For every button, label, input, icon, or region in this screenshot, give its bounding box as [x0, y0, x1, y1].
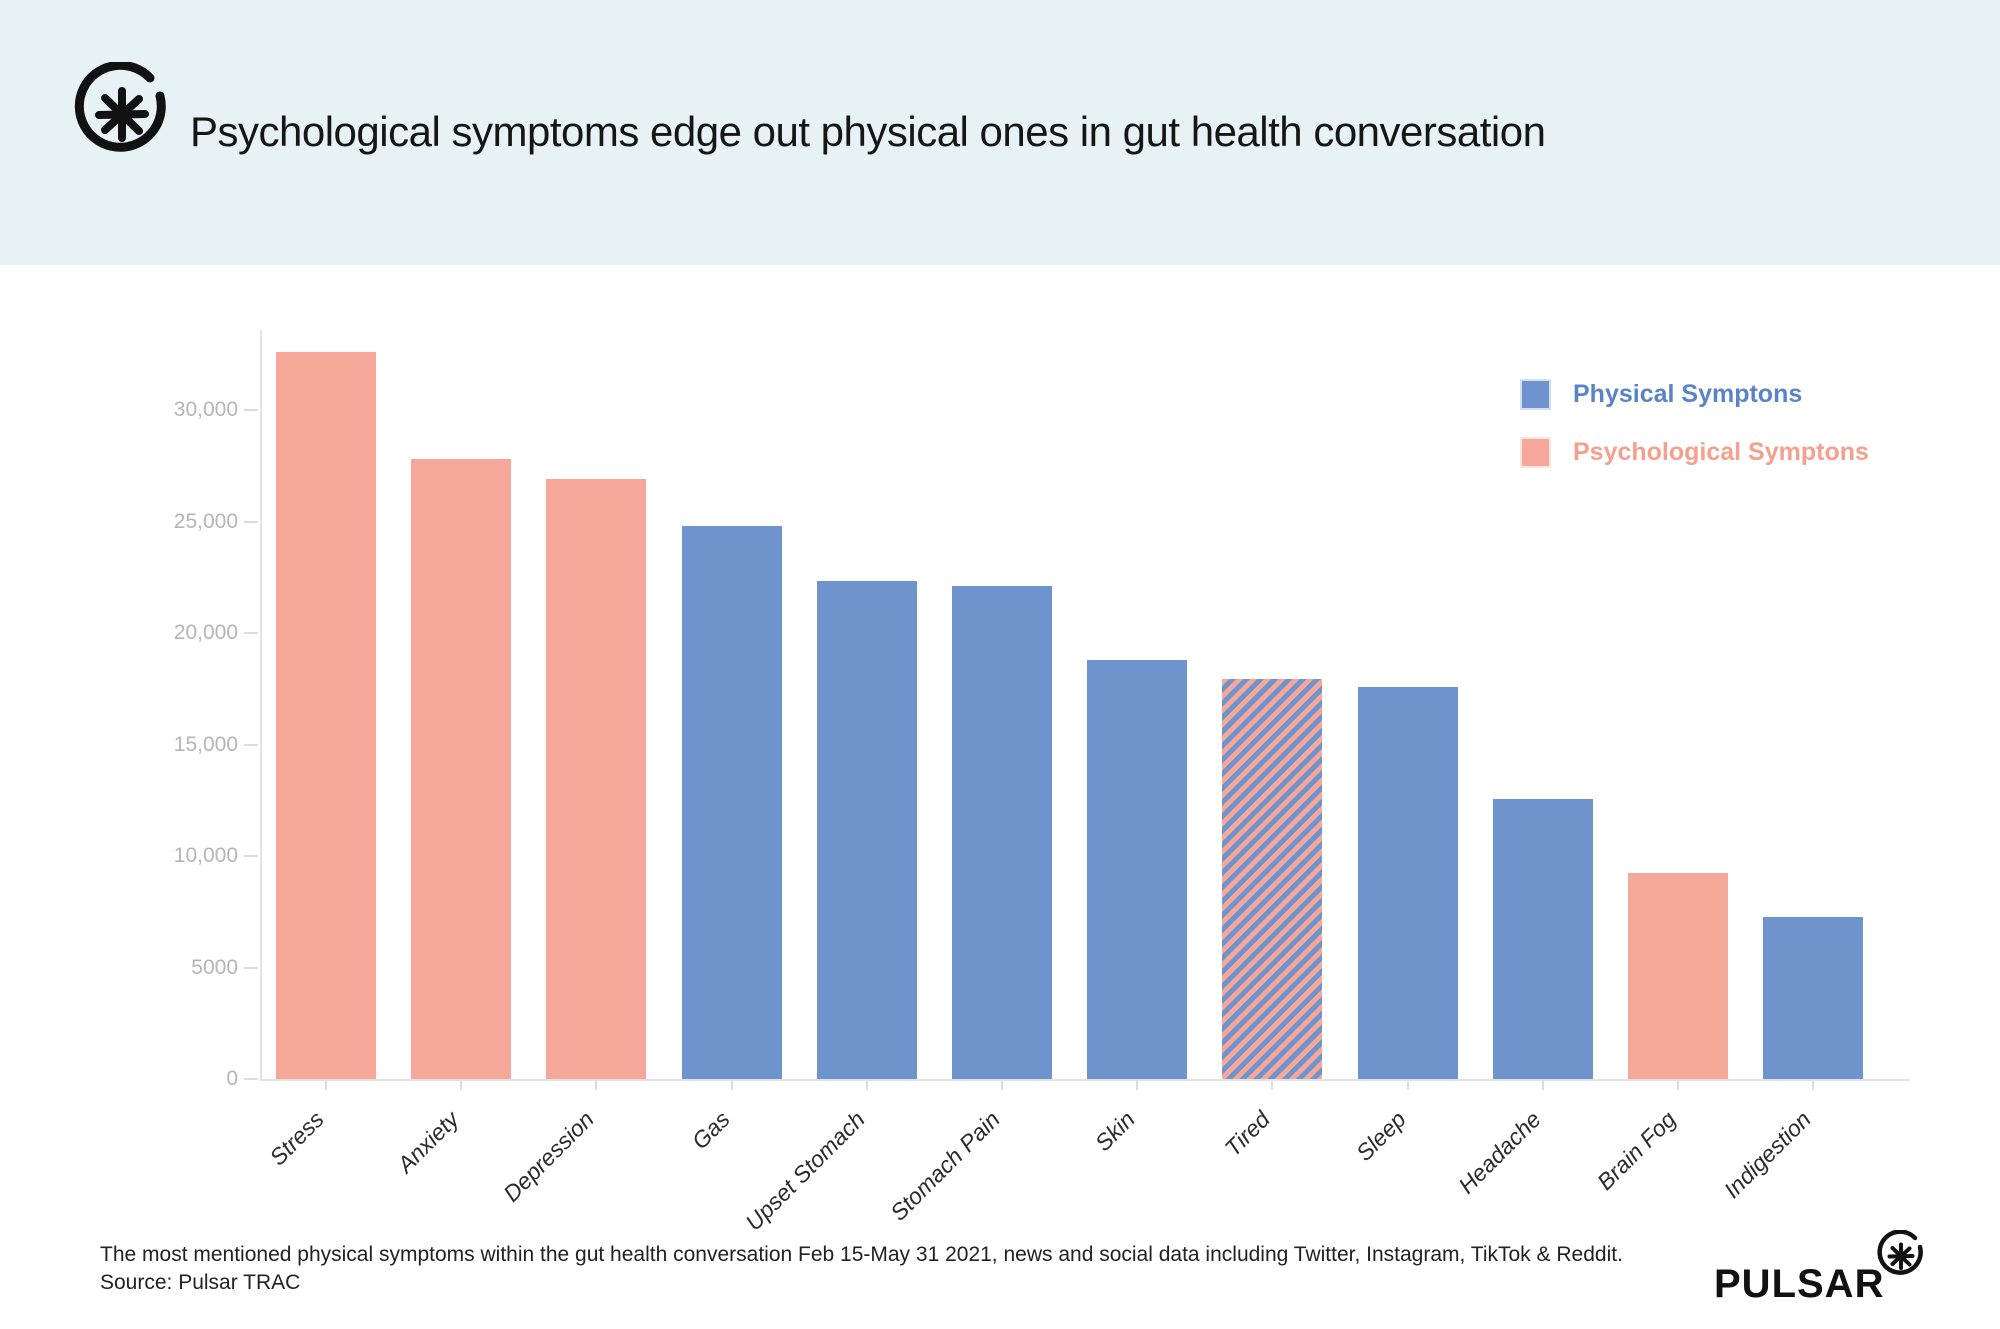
- x-tick-mark-indigestion: [1812, 1081, 1815, 1090]
- x-tick-mark-gas: [730, 1081, 733, 1090]
- x-tick-mark-sleep: [1406, 1081, 1409, 1090]
- x-label-headache: Headache: [1453, 1105, 1546, 1199]
- footer-caption-line1: The most mentioned physical symptoms wit…: [100, 1243, 1623, 1266]
- x-axis-line: [260, 1079, 1910, 1081]
- bar-gas: [681, 525, 782, 1079]
- y-tick-label-0: 0: [226, 1067, 238, 1090]
- y-tick-label-10000: 10,000: [173, 844, 238, 867]
- legend-label-physical: Physical Symptons: [1573, 380, 1803, 408]
- x-tick-mark-anxiety: [460, 1081, 463, 1090]
- legend-swatch-psychological: [1520, 437, 1551, 468]
- bar-tired: [1222, 678, 1323, 1079]
- x-label-upset-stomach: Upset Stomach: [740, 1105, 870, 1236]
- header-band: Psychological symptoms edge out physical…: [0, 0, 2000, 265]
- bar-upset-stomach: [816, 580, 917, 1079]
- x-label-gas: Gas: [686, 1105, 735, 1155]
- bar-depression: [546, 479, 647, 1079]
- pulsar-asterisk-icon: [1877, 1230, 1923, 1275]
- x-tick-mark-stomach-pain: [1001, 1081, 1003, 1090]
- x-tick-mark-brain-fog: [1677, 1081, 1679, 1090]
- x-tick-mark-stress: [325, 1081, 327, 1090]
- y-tick-mark-15000: [244, 743, 258, 746]
- x-label-sleep: Sleep: [1350, 1105, 1411, 1166]
- y-tick-mark-0: [244, 1078, 258, 1080]
- x-label-skin: Skin: [1089, 1105, 1141, 1156]
- legend-swatch-physical: [1520, 379, 1551, 410]
- pulsar-asterisk-icon: [74, 62, 166, 152]
- y-tick-mark-10000: [244, 855, 258, 857]
- x-tick-mark-depression: [595, 1081, 598, 1090]
- bar-indigestion: [1763, 917, 1864, 1079]
- y-tick-mark-25000: [244, 520, 258, 523]
- bar-sleep: [1357, 686, 1458, 1079]
- x-tick-mark-upset-stomach: [865, 1081, 868, 1090]
- x-label-depression: Depression: [498, 1105, 600, 1207]
- legend-item-psychological: Psychological Symptons: [1520, 437, 1869, 468]
- y-tick-label-20000: 20,000: [173, 621, 238, 644]
- bar-headache: [1492, 799, 1593, 1079]
- bar-brain-fog: [1628, 872, 1728, 1079]
- x-tick-mark-skin: [1136, 1081, 1139, 1090]
- x-label-stomach-pain: Stomach Pain: [885, 1105, 1005, 1226]
- footer-caption-line2: Source: Pulsar TRAC: [100, 1271, 301, 1294]
- y-tick-label-15000: 15,000: [173, 732, 238, 756]
- bar-stomach-pain: [952, 586, 1052, 1079]
- x-label-brain-fog: Brain Fog: [1591, 1105, 1681, 1195]
- y-tick-label-25000: 25,000: [173, 509, 238, 533]
- page-title: Psychological symptoms edge out physical…: [190, 108, 1546, 155]
- y-axis-line: [260, 330, 262, 1079]
- bar-anxiety: [411, 459, 512, 1079]
- legend-label-psychological: Psychological Symptons: [1573, 438, 1869, 466]
- y-tick-mark-5000: [244, 966, 258, 969]
- x-label-tired: Tired: [1219, 1105, 1276, 1162]
- x-label-anxiety: Anxiety: [392, 1105, 465, 1178]
- y-tick-mark-20000: [244, 632, 258, 634]
- bar-stress: [276, 352, 376, 1079]
- y-tick-label-5000: 5000: [191, 955, 238, 979]
- x-tick-mark-tired: [1271, 1081, 1274, 1090]
- pulsar-wordmark: PULSAR: [1714, 1262, 1885, 1306]
- x-tick-mark-headache: [1541, 1081, 1544, 1090]
- x-label-stress: Stress: [264, 1105, 329, 1171]
- y-tick-label-30000: 30,000: [173, 398, 238, 421]
- legend-item-physical: Physical Symptons: [1520, 379, 1802, 410]
- bar-skin: [1087, 659, 1188, 1079]
- y-tick-mark-30000: [244, 409, 258, 411]
